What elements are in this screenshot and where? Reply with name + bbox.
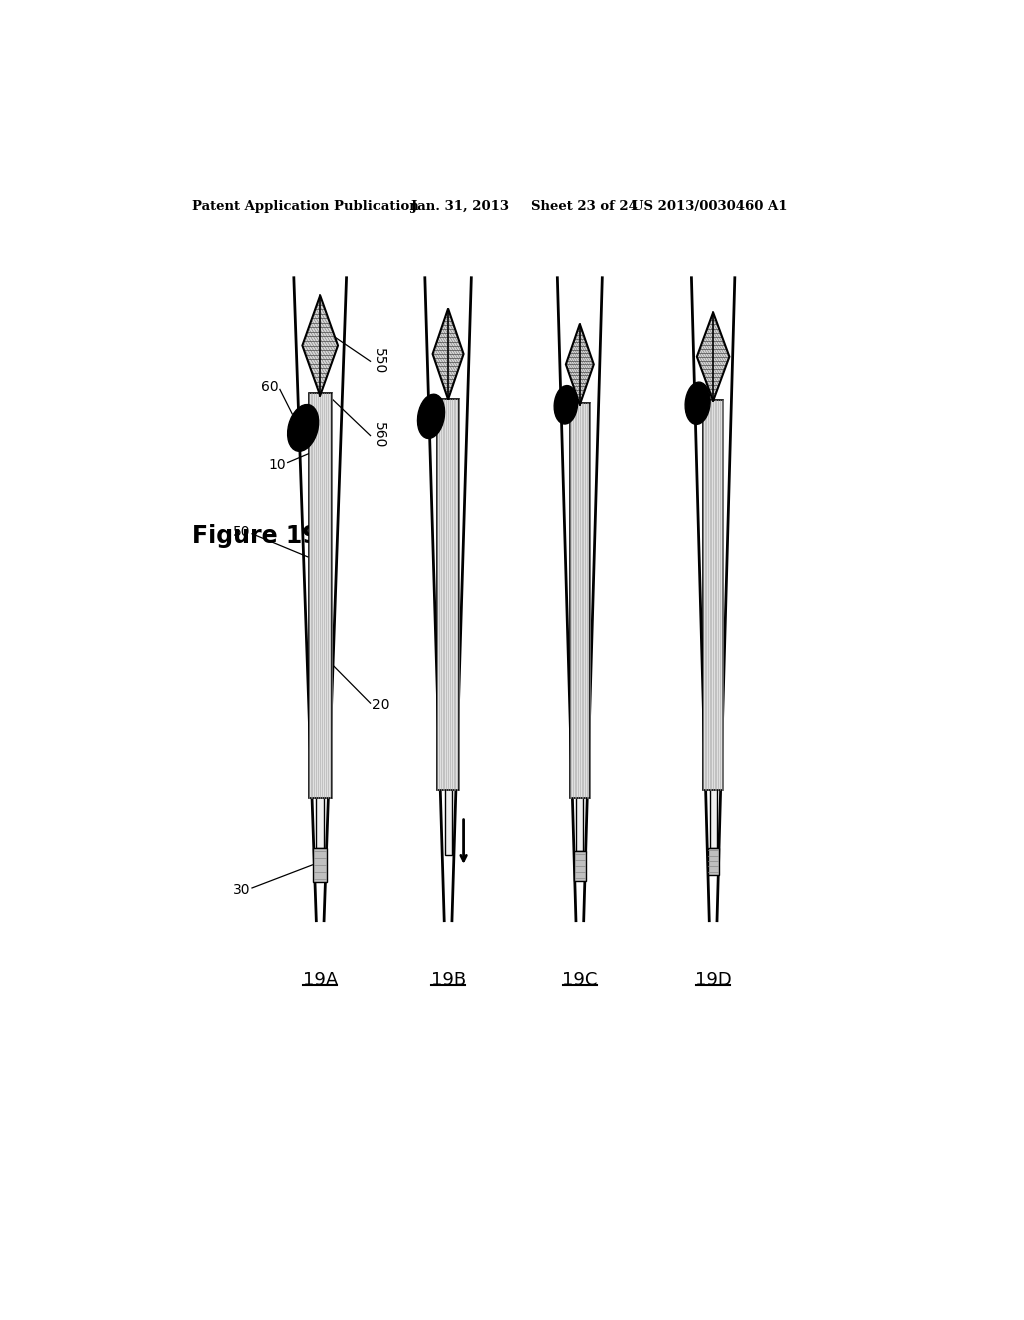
Text: 560: 560	[372, 422, 386, 449]
Ellipse shape	[554, 385, 578, 424]
Text: Patent Application Publication: Patent Application Publication	[191, 199, 418, 213]
Text: Jan. 31, 2013: Jan. 31, 2013	[411, 199, 509, 213]
Text: 50: 50	[232, 525, 251, 540]
Bar	[577, 404, 584, 851]
Polygon shape	[432, 309, 464, 400]
Text: US 2013/0030460 A1: US 2013/0030460 A1	[632, 199, 787, 213]
Bar	[437, 399, 459, 789]
Bar	[316, 393, 324, 847]
Text: 19B: 19B	[430, 970, 466, 989]
Text: 20: 20	[372, 698, 389, 711]
Bar	[308, 393, 332, 797]
Text: 10: 10	[268, 458, 286, 471]
Polygon shape	[566, 323, 594, 405]
Text: 550: 550	[372, 348, 386, 375]
Polygon shape	[697, 313, 729, 401]
Bar	[444, 399, 452, 855]
Bar	[574, 851, 586, 880]
Text: 19D: 19D	[694, 970, 731, 989]
Bar	[569, 404, 590, 797]
Bar	[708, 847, 719, 874]
Text: Figure 19: Figure 19	[191, 524, 318, 548]
Ellipse shape	[418, 395, 444, 438]
Bar	[703, 400, 723, 789]
Text: 30: 30	[232, 883, 251, 896]
Ellipse shape	[288, 404, 318, 451]
Text: Sheet 23 of 24: Sheet 23 of 24	[531, 199, 638, 213]
Ellipse shape	[685, 381, 710, 425]
Bar	[313, 847, 328, 882]
Text: 60: 60	[261, 380, 279, 395]
Bar	[710, 400, 717, 847]
Polygon shape	[302, 296, 338, 396]
Text: 19C: 19C	[562, 970, 598, 989]
Text: 19A: 19A	[302, 970, 338, 989]
